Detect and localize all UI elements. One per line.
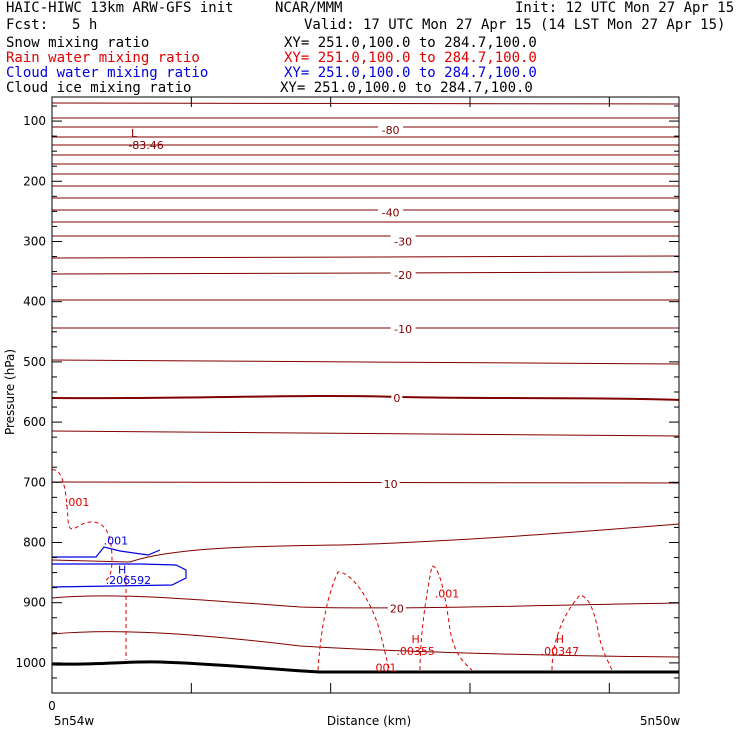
isotherm-zero-line: [51, 395, 680, 401]
cloud-contour: [51, 563, 187, 588]
isotherm-line: [51, 430, 680, 437]
isotherm-line: [51, 126, 680, 128]
rain-label: H: [412, 633, 420, 646]
y-tick-label: 600: [23, 415, 46, 429]
isotherm-label-bg: [391, 391, 403, 405]
rain-label: H: [556, 633, 564, 646]
cloud-label: .206592: [106, 574, 152, 587]
isotherm-label-bg: [387, 601, 406, 615]
isotherm-line: [51, 197, 680, 199]
valid-time: Valid: 17 UTC Mon 27 Apr 15 (14 LST Mon …: [304, 17, 726, 33]
rain-label: .00355: [396, 645, 435, 658]
isotherm-line: [51, 595, 680, 609]
isotherm-line: [51, 255, 680, 259]
isotherm-line: [51, 327, 680, 329]
y-tick-label: 400: [23, 295, 46, 309]
isotherm-line: [51, 235, 680, 237]
field-cloudwater: Cloud water mixing ratio: [6, 65, 209, 81]
isotherm-line: [51, 136, 680, 138]
fcst-label: Fcst:: [6, 17, 49, 33]
isotherm-line: [51, 481, 680, 484]
rain-label: .001: [435, 588, 460, 601]
isotherm-line: [51, 163, 680, 165]
isotherm-line: [51, 144, 680, 146]
fcst-value: 5 h: [72, 17, 98, 33]
field-snow: Snow mixing ratio: [6, 35, 150, 51]
isotherm-label-bg: [381, 477, 400, 491]
isotherm-label: 0: [393, 392, 400, 405]
center-label: NCAR/MMM: [275, 0, 343, 16]
isotherm-label-bg: [378, 123, 404, 137]
model-title: HAIC-HIWC 13km ARW-GFS init: [6, 0, 234, 16]
isotherm-label: -80: [382, 124, 400, 137]
field-cloudwater-xy: XY= 251.0,100.0 to 284.7,100.0: [284, 65, 537, 81]
cloud-label: .001: [104, 535, 129, 548]
isotherm-label-bg: [378, 205, 404, 219]
field-snow-xy: XY= 251.0,100.0 to 284.7,100.0: [284, 35, 537, 51]
isotherm-line: [51, 221, 680, 223]
isotherm-label-bg: [390, 268, 416, 282]
plot-frame: [51, 96, 680, 694]
low-center-marker: L: [131, 127, 138, 140]
y-tick-label: 900: [23, 596, 46, 610]
left-endpoint-label: 5n54w: [54, 714, 95, 728]
rain-label: .00347: [541, 645, 580, 658]
rain-contour: [51, 469, 113, 581]
x-tick-label: 0: [48, 699, 56, 713]
isotherm-label-bg: [390, 321, 416, 335]
y-tick-label: 800: [23, 535, 46, 549]
isotherm-line: [51, 102, 680, 105]
isotherm-line: [51, 154, 680, 156]
isotherm-line: [51, 185, 680, 187]
cloud-label: H: [118, 564, 126, 577]
field-rain-xy: XY= 251.0,100.0 to 284.7,100.0: [284, 50, 537, 66]
rain-contour: [419, 565, 473, 671]
right-endpoint-label: 5n50w: [640, 714, 681, 728]
cloud-contours: [51, 546, 187, 588]
rain-contours: [51, 469, 613, 671]
y-tick-label: 100: [23, 114, 46, 128]
isotherm-line: [51, 359, 680, 365]
isotherm-line: [51, 631, 680, 658]
y-tick-label: 1000: [15, 656, 46, 670]
isotherm-line: [51, 271, 680, 275]
isotherm-line: [51, 299, 680, 301]
isotherm-label-bg: [390, 234, 416, 248]
terrain-line: [51, 660, 679, 674]
rain-contour: [551, 594, 613, 671]
rain-contour: [317, 571, 391, 671]
isotherm-line: [51, 523, 680, 563]
y-tick-label: 500: [23, 355, 46, 369]
temperature-contours: [51, 102, 680, 674]
init-time: Init: 12 UTC Mon 27 Apr 15: [515, 0, 735, 16]
chart-labels: 10020030040050060070080090010000-80-40-3…: [15, 114, 579, 713]
isotherm-line: [51, 173, 680, 175]
y-axis-label: Pressure (hPa): [3, 349, 17, 435]
plot-border: [51, 96, 680, 694]
isotherm-label: -20: [394, 269, 412, 282]
field-cloudice-xy: XY= 251.0,100.0 to 284.7,100.0: [280, 80, 533, 96]
isotherm-label: -40: [382, 207, 400, 220]
x-axis-label: Distance (km): [327, 714, 411, 728]
y-tick-label: 700: [23, 475, 46, 489]
isotherm-label: -10: [394, 323, 412, 336]
cloud-contour: [52, 546, 161, 558]
isotherm-label: 20: [390, 603, 404, 616]
rain-label: .001: [372, 662, 397, 675]
isotherm-label: -30: [394, 235, 412, 248]
isotherm-line: [51, 209, 680, 211]
field-rain: Rain water mixing ratio: [6, 50, 200, 66]
low-center-value: -83.46: [128, 139, 163, 152]
y-tick-label: 300: [23, 234, 46, 248]
y-tick-label: 200: [23, 174, 46, 188]
isotherm-label: 10: [384, 478, 398, 491]
field-cloudice: Cloud ice mixing ratio: [6, 80, 192, 96]
rain-label: .001: [65, 496, 90, 509]
isotherm-line: [51, 117, 680, 119]
